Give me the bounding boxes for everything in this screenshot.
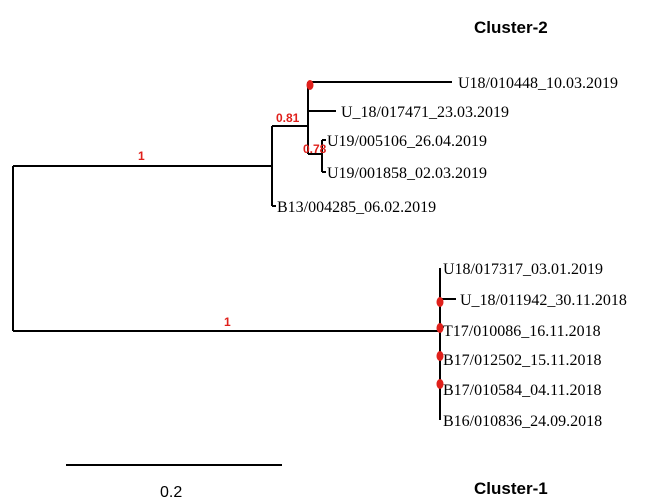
- leaf-label: U_18/011942_30.11.2018: [460, 292, 627, 309]
- node-dot-cluster1-d: [436, 379, 444, 389]
- support-root-cluster2: 1: [138, 149, 145, 163]
- leaf-label: U19/005106_26.04.2019: [327, 133, 487, 150]
- leaf-label: U19/001858_02.03.2019: [327, 165, 487, 182]
- scale-bar-label: 0.2: [160, 484, 182, 501]
- cluster-title-upper: Cluster-2: [474, 18, 548, 37]
- leaf-label: U_18/017471_23.03.2019: [341, 104, 509, 121]
- leaf-label: B17/010584_04.11.2018: [443, 382, 602, 399]
- support-cluster2-inner: 0.81: [276, 111, 300, 125]
- support-cluster2-sub-b: 0.78: [303, 142, 327, 156]
- support-root-cluster1: 1: [224, 315, 231, 329]
- leaf-label: B13/004285_06.02.2019: [277, 199, 436, 216]
- leaf-label: U18/017317_03.01.2019: [443, 261, 603, 278]
- leaf-label: B17/012502_15.11.2018: [443, 352, 602, 369]
- node-dot-cluster1-b: [436, 323, 444, 333]
- node-dot-cluster2-sub-a: [306, 80, 314, 90]
- leaf-label: U18/010448_10.03.2019: [458, 75, 618, 92]
- leaf-label: T17/010086_16.11.2018: [443, 323, 601, 340]
- node-dot-cluster1-a: [436, 297, 444, 307]
- cluster-title-lower: Cluster-1: [474, 479, 548, 498]
- leaf-label: B16/010836_24.09.2018: [443, 413, 602, 430]
- node-dot-cluster1-c: [436, 351, 444, 361]
